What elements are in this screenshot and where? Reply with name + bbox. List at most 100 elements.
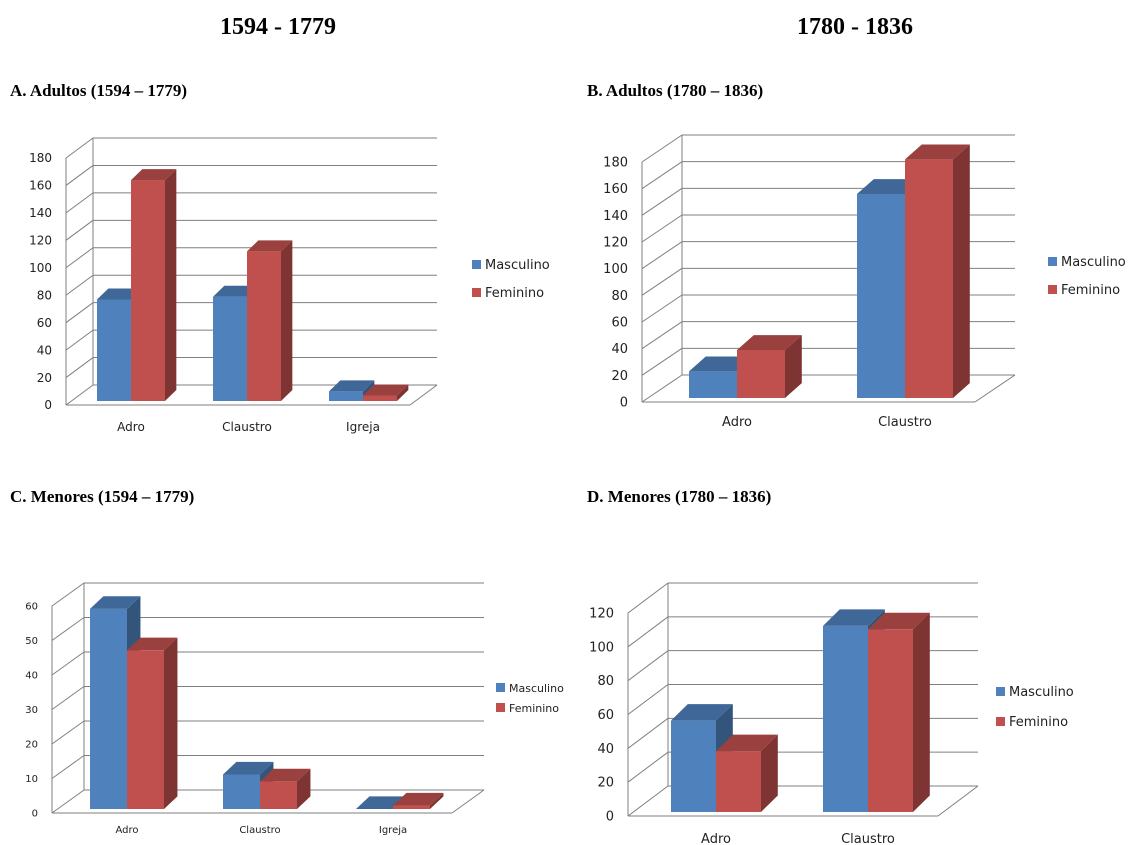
y-tick-label: 20	[611, 369, 628, 384]
y-tick-label: 60	[597, 708, 614, 723]
category-label-adro: Adro	[115, 825, 138, 836]
chart-d-title: D. Menores (1780 – 1836)	[587, 487, 772, 506]
bar-feminino-claustro	[260, 768, 311, 809]
gridline-side	[51, 651, 85, 676]
y-tick-label: 180	[29, 151, 52, 165]
floor-right-edge	[937, 785, 979, 817]
y-tick-label: 40	[37, 343, 52, 357]
y-tick-label: 60	[37, 316, 52, 330]
gridline-side	[51, 789, 85, 814]
y-tick-label: 160	[603, 182, 628, 197]
y-tick-label: 0	[32, 809, 38, 820]
chart-c-title: C. Menores (1594 – 1779)	[10, 487, 195, 506]
bars	[671, 609, 930, 812]
bar-feminino-claustro	[905, 144, 970, 398]
heading-left-period: 1594 - 1779	[220, 14, 336, 40]
gridline-side	[641, 347, 683, 376]
gridline-side	[627, 717, 669, 749]
category-label-claustro: Claustro	[222, 420, 272, 434]
legend-swatch-masculino	[496, 683, 505, 692]
gridline-side	[65, 192, 94, 214]
bars	[97, 169, 409, 401]
category-label-claustro: Claustro	[841, 832, 895, 845]
legend-swatch-masculino	[996, 687, 1005, 696]
bars	[689, 144, 970, 398]
bar-feminino-adro	[737, 335, 802, 398]
category-label-igreja: Igreja	[379, 825, 407, 836]
chart-a-title: A. Adultos (1594 – 1779)	[10, 81, 188, 100]
y-tick-label: 80	[37, 288, 52, 302]
y-tick-label: 160	[29, 179, 52, 193]
gridline-side	[65, 247, 94, 269]
legend-swatch-masculino	[1048, 257, 1057, 266]
legend-swatch-feminino	[496, 703, 505, 712]
y-tick-label: 40	[611, 342, 628, 357]
chart-b-title: B. Adultos (1780 – 1836)	[587, 81, 764, 100]
gridline-side	[641, 294, 683, 323]
y-tick-label: 60	[25, 602, 38, 613]
y-tick-label: 0	[620, 396, 628, 411]
category-label-adro: Adro	[722, 415, 752, 430]
y-tick-label: 50	[25, 636, 38, 647]
y-tick-label: 80	[597, 674, 614, 689]
legend-swatch-feminino	[1048, 285, 1057, 294]
gridline-side	[51, 755, 85, 779]
y-tick-label: 140	[603, 209, 628, 224]
y-tick-label: 180	[603, 156, 628, 171]
bar-feminino-claustro	[868, 612, 930, 812]
legend-label-feminino: Feminino	[485, 286, 544, 301]
gridline-side	[65, 274, 94, 296]
y-tick-label: 100	[589, 640, 614, 655]
legend-label-masculino: Masculino	[509, 682, 564, 695]
floor-right-edge	[409, 384, 438, 406]
gridline-side	[627, 785, 669, 817]
gridline-side	[65, 302, 94, 324]
gridline-side	[641, 214, 683, 243]
gridline-side	[627, 616, 669, 648]
legend-label-feminino: Feminino	[1061, 283, 1120, 298]
y-tick-label: 20	[37, 371, 52, 385]
legend-label-masculino: Masculino	[1061, 255, 1126, 270]
gridline-side	[641, 267, 683, 296]
bar-masculino-claustro	[223, 761, 274, 809]
gridline-side	[65, 384, 94, 406]
legend-label-masculino: Masculino	[485, 258, 550, 273]
floor-right-edge	[974, 374, 1016, 403]
gridline-side	[65, 357, 94, 378]
y-tick-label: 0	[606, 810, 614, 825]
gridline-side	[627, 684, 669, 715]
y-tick-label: 120	[29, 234, 52, 248]
y-tick-label: 100	[29, 261, 52, 275]
legend-label-feminino: Feminino	[1009, 715, 1068, 730]
category-label-adro: Adro	[117, 420, 145, 434]
gridline-side	[641, 321, 683, 350]
gridline-side	[627, 650, 669, 682]
bar-feminino-claustro	[247, 240, 293, 401]
gridline-side	[627, 751, 669, 783]
y-tick-label: 40	[25, 671, 38, 682]
category-label-igreja: Igreja	[346, 420, 380, 434]
legend-label-masculino: Masculino	[1009, 685, 1074, 700]
y-tick-label: 80	[611, 289, 628, 304]
gridline-side	[641, 161, 683, 190]
gridline-side	[641, 241, 683, 270]
legend-swatch-feminino	[996, 717, 1005, 726]
gridline-side	[51, 686, 85, 710]
category-label-adro: Adro	[701, 832, 731, 845]
y-tick-label: 100	[603, 262, 628, 277]
y-tick-label: 20	[25, 740, 38, 751]
gridline-side	[641, 187, 683, 216]
bar-feminino-igreja	[363, 384, 409, 401]
legend-label-feminino: Feminino	[509, 702, 559, 715]
bar-feminino-adro	[127, 637, 178, 809]
legend-swatch-masculino	[472, 260, 481, 269]
category-label-claustro: Claustro	[239, 825, 280, 836]
bar-feminino-adro	[716, 734, 778, 812]
gridline-side	[65, 165, 94, 186]
y-tick-label: 30	[25, 705, 38, 716]
bars	[90, 596, 444, 809]
